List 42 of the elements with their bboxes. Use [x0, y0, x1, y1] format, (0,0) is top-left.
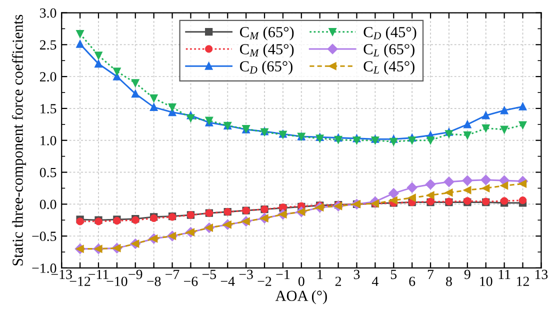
x-tick-label: 4	[372, 276, 378, 286]
x-tick-label: −10	[106, 276, 128, 286]
x-tick-label: 3	[354, 270, 360, 280]
x-tick-label: 1	[318, 270, 322, 279]
x-tick-label: 8	[446, 276, 452, 286]
y-tick-label: 1.5	[40, 104, 56, 114]
legend-label: C$_{M}$ (45°)	[240, 44, 294, 58]
x-tick-label: 7	[428, 270, 434, 279]
x-tick-label: −2	[258, 276, 272, 286]
x-tick-label: 5	[390, 270, 397, 280]
x-tick-label: −5	[202, 270, 216, 280]
y-tick-label: −0.5	[32, 232, 56, 242]
y-tick-label: 2.5	[40, 40, 56, 50]
x-tick-label: 12	[517, 276, 529, 286]
x-tick-label: 9	[464, 270, 470, 280]
x-tick-label: 6	[409, 276, 416, 286]
x-tick-label: 0	[298, 276, 304, 286]
x-axis-title: AOA (°)	[275, 290, 327, 304]
x-tick-label: 11	[498, 270, 510, 279]
y-axis-title: Static three-component force coefficients	[12, 14, 26, 266]
x-tick-label: −11	[88, 270, 108, 279]
x-tick-label: −1	[276, 270, 290, 279]
y-tick-label: 1.0	[40, 136, 56, 146]
x-tick-label: −6	[184, 276, 198, 286]
legend-label: C$_{D}$ (45°)	[364, 26, 416, 40]
x-tick-label: −9	[128, 270, 142, 280]
x-tick-label: −4	[220, 276, 235, 286]
x-tick-label: 13	[535, 270, 548, 280]
y-tick-label: 0.0	[40, 200, 56, 210]
x-tick-label: 10	[480, 276, 492, 286]
y-tick-label: 3.0	[40, 8, 56, 18]
y-tick-label: 2.0	[40, 72, 56, 82]
legend-label: C$_{L}$ (65°)	[364, 44, 414, 58]
x-tick-label: −3	[239, 270, 253, 280]
x-tick-label: 2	[335, 276, 341, 286]
x-tick-label: −7	[166, 270, 180, 279]
legend-label: C$_{D}$ (65°)	[240, 60, 292, 75]
x-tick-label: −12	[70, 276, 90, 286]
legend-label: C$_{L}$ (45°)	[364, 60, 414, 75]
legend-label: C$_{M}$ (65°)	[240, 26, 294, 40]
y-tick-label: 0.5	[40, 168, 56, 178]
x-tick-label: −8	[147, 276, 161, 286]
